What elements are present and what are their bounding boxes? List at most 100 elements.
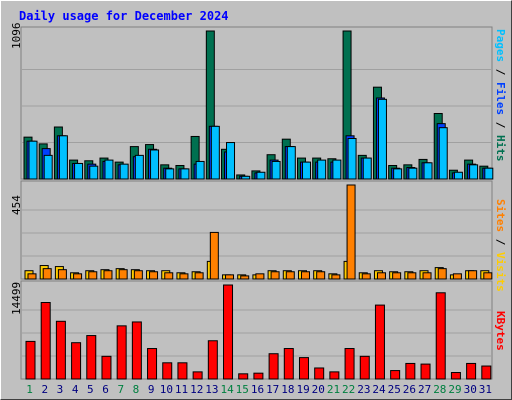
bar-kbytes — [101, 355, 112, 380]
bar-kbytes — [405, 362, 416, 380]
bar-kbytes — [268, 353, 279, 380]
bar-kbytes — [390, 370, 401, 380]
day-tick-label: 5 — [87, 383, 94, 396]
bar-kbytes — [344, 348, 355, 380]
bar-kbytes — [55, 320, 66, 380]
bar-pages — [43, 154, 53, 180]
bar-kbytes — [374, 304, 385, 380]
bar-pages — [286, 146, 296, 180]
day-tick-label: 22 — [342, 383, 355, 396]
day-tick-label: 17 — [266, 383, 279, 396]
bar-pages — [241, 175, 251, 180]
bar-kbytes — [298, 357, 309, 380]
day-tick-label: 18 — [281, 383, 294, 396]
bar-kbytes — [420, 363, 431, 380]
bar-kbytes — [162, 362, 173, 380]
bar-sites — [255, 273, 265, 280]
bar-sites — [194, 272, 204, 280]
bar-pages — [226, 142, 236, 180]
bar-sites — [225, 274, 235, 280]
bar-pages — [423, 162, 433, 180]
bar-sites — [437, 268, 447, 280]
bar-sites — [376, 272, 386, 280]
bar-pages — [301, 161, 311, 180]
day-tick-label: 6 — [102, 383, 109, 396]
bar-kbytes — [314, 367, 325, 380]
bar-pages — [256, 171, 266, 180]
day-tick-label: 1 — [26, 383, 33, 396]
bar-pages — [89, 165, 99, 180]
bar-sites — [285, 271, 295, 280]
bar-sites — [88, 271, 98, 280]
bar-pages — [317, 159, 327, 180]
bar-sites — [316, 271, 326, 280]
bar-pages — [438, 127, 448, 180]
bar-sites — [57, 269, 67, 280]
day-tick-label: 4 — [72, 383, 79, 396]
bar-pages — [377, 98, 387, 180]
bar-kbytes — [40, 301, 51, 380]
bar-kbytes — [177, 362, 188, 380]
bar-sites — [346, 184, 356, 280]
day-tick-label: 14 — [220, 383, 234, 396]
bar-kbytes — [435, 292, 446, 380]
day-tick-label: 16 — [251, 383, 264, 396]
bar-pages — [104, 159, 114, 180]
bar-sites — [164, 272, 174, 280]
day-tick-label: 31 — [479, 383, 492, 396]
day-tick-label: 11 — [175, 383, 188, 396]
bar-sites — [133, 270, 143, 280]
bar-pages — [332, 159, 342, 180]
day-tick-label: 10 — [160, 383, 173, 396]
chart-title: Daily usage for December 2024 — [19, 9, 229, 23]
bar-sites — [73, 273, 83, 280]
bar-kbytes — [481, 365, 492, 380]
bar-pages — [347, 137, 357, 180]
bar-pages — [453, 171, 463, 180]
bar-sites — [42, 268, 52, 280]
bar-kbytes — [131, 321, 142, 380]
bar-pages — [484, 167, 494, 180]
bar-pages — [408, 167, 418, 180]
bar-kbytes — [466, 362, 477, 380]
bar-sites — [361, 273, 371, 280]
day-tick-label: 3 — [57, 383, 64, 396]
bar-pages — [150, 149, 160, 180]
bar-sites — [179, 273, 189, 280]
bar-pages — [58, 135, 68, 180]
bar-kbytes — [147, 348, 158, 380]
day-tick-label: 13 — [205, 383, 218, 396]
bar-pages — [165, 168, 175, 180]
day-tick-label: 19 — [296, 383, 309, 396]
bar-pages — [210, 125, 220, 180]
bar-pages — [119, 163, 129, 180]
bar-kbytes — [223, 284, 234, 380]
bar-pages — [469, 164, 479, 180]
bar-kbytes — [238, 373, 249, 380]
bar-kbytes — [86, 335, 97, 380]
bar-sites — [392, 272, 402, 280]
day-tick-label: 9 — [148, 383, 155, 396]
bar-pages — [271, 160, 281, 180]
bar-sites — [407, 272, 417, 280]
bar-pages — [134, 154, 144, 180]
bar-kbytes — [253, 372, 264, 380]
bar-pages — [362, 157, 372, 180]
day-tick-label: 20 — [312, 383, 325, 396]
bar-sites — [103, 270, 113, 280]
day-tick-label: 30 — [464, 383, 477, 396]
bar-kbytes — [207, 340, 218, 380]
day-tick-label: 2 — [41, 383, 48, 396]
day-tick-label: 28 — [433, 383, 446, 396]
bar-kbytes — [71, 342, 82, 380]
bar-sites — [422, 272, 432, 280]
panel-0-background — [20, 26, 493, 180]
day-tick-label: 23 — [357, 383, 370, 396]
bar-sites — [452, 273, 462, 280]
day-tick-label: 7 — [117, 383, 124, 396]
bar-kbytes — [450, 372, 461, 380]
bar-pages — [180, 168, 190, 180]
day-tick-label: 21 — [327, 383, 340, 396]
